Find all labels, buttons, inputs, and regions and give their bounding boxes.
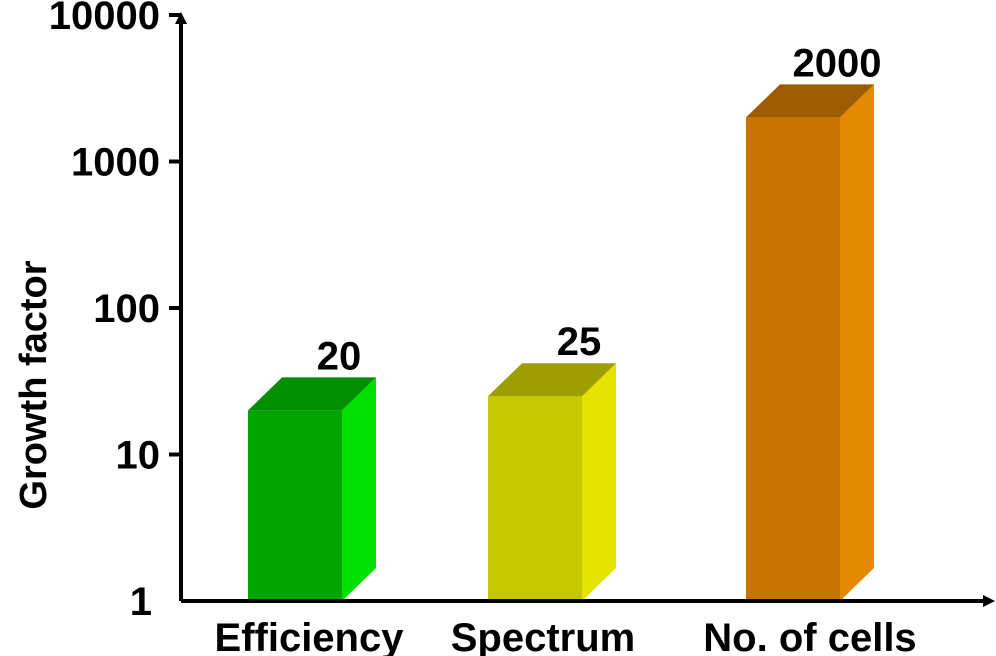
y-tick-label: 100: [93, 287, 160, 331]
category-label: No. of cells: [703, 616, 916, 656]
bars-group: [248, 84, 874, 601]
bar-front: [746, 117, 840, 601]
bar-side: [342, 377, 376, 601]
y-axis-title: Growth factor: [13, 260, 55, 509]
y-tick-label: 10: [116, 434, 161, 478]
category-label: Efficiency: [215, 616, 405, 656]
bar-top: [488, 363, 616, 397]
labels-group: 20 Efficiency 25 Spectrum 2000 No. of cells 1 1…: [13, 0, 917, 656]
data-label: 20: [317, 334, 362, 378]
bar-top: [746, 84, 874, 118]
bar-1: [248, 377, 376, 601]
bar-front: [488, 396, 582, 601]
bar-3: [746, 84, 874, 601]
bar-2: [488, 363, 616, 601]
y-tick-label: 1: [130, 580, 152, 624]
y-tick-label: 10000: [49, 0, 160, 38]
y-tick-label: 1000: [71, 141, 160, 185]
bar-front: [248, 410, 342, 601]
bar-top: [248, 377, 376, 411]
bar-side: [582, 363, 616, 601]
category-label: Spectrum: [451, 616, 636, 656]
bar-side: [840, 84, 874, 601]
data-label: 2000: [793, 41, 882, 85]
x-axis-arrowhead: [983, 595, 995, 607]
axes-group: [169, 12, 995, 607]
data-label: 25: [557, 320, 602, 364]
y-axis-arrowhead: [175, 12, 187, 24]
